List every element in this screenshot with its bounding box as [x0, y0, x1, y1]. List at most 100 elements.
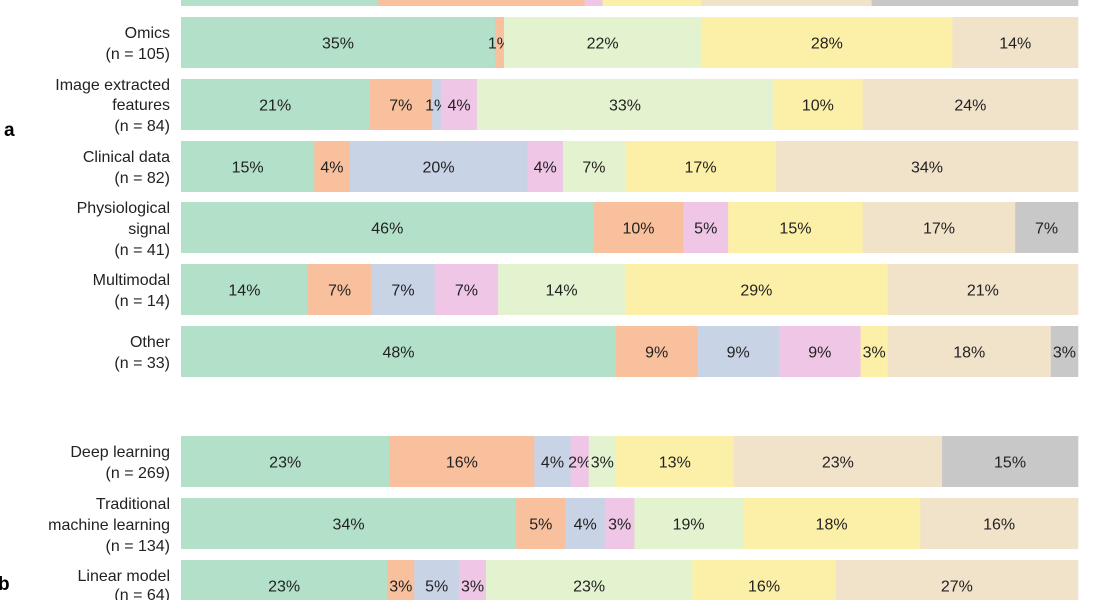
- data-label: 46%: [371, 221, 403, 238]
- data-label: 5%: [529, 517, 552, 534]
- data-label: 23%: [268, 579, 300, 596]
- bar-segment: [835, 560, 1079, 600]
- data-label: 48%: [382, 345, 414, 362]
- bar-row: Omics(n = 105)35% 1% 22% 28% 14%: [106, 17, 1079, 68]
- category-label: Traditional: [96, 496, 170, 513]
- category-label: Multimodal: [93, 272, 170, 289]
- bar-segment: [414, 560, 460, 600]
- bar-segment: [516, 498, 566, 549]
- bar-segment: [349, 141, 528, 192]
- data-label: 21%: [967, 283, 999, 300]
- bar-segment: [887, 264, 1079, 315]
- data-label: 10%: [622, 221, 654, 238]
- data-label: 34%: [333, 517, 365, 534]
- bar-row: Deep learning (n = 269) 23% 16% 4% 2% 3% 13% 23%…: [70, 436, 1079, 487]
- bar-segment: [459, 560, 487, 600]
- data-label: 4%: [574, 517, 597, 534]
- bar-segment: [485, 560, 693, 600]
- data-label: 23%: [822, 455, 854, 472]
- data-label: 2%: [568, 455, 591, 472]
- data-label: 3%: [863, 345, 886, 362]
- bar-segment: [634, 498, 744, 549]
- bar-segment: [625, 141, 777, 192]
- bar-segment: [378, 0, 585, 6]
- data-label: 19%: [673, 517, 705, 534]
- bar-segment: [701, 17, 953, 68]
- data-label: 7%: [328, 283, 351, 300]
- bar-segment: [733, 436, 943, 487]
- bar-segment: [503, 17, 702, 68]
- bar-segment: [565, 498, 606, 549]
- bar-segment: [1050, 326, 1079, 377]
- data-label: 13%: [659, 455, 691, 472]
- bar-segment: [588, 436, 617, 487]
- data-label: 18%: [953, 345, 985, 362]
- bar-segment: [779, 326, 861, 377]
- data-label: 35%: [322, 36, 354, 53]
- category-label: (n = 105): [106, 46, 170, 63]
- data-label: 7%: [582, 160, 605, 177]
- bar-segment: [181, 79, 370, 130]
- data-label: 24%: [954, 98, 986, 115]
- data-label: 16%: [446, 455, 478, 472]
- bar-segment: [494, 17, 505, 68]
- bar-segment: [692, 560, 837, 600]
- bar-segment: [307, 264, 372, 315]
- data-label: 20%: [423, 160, 455, 177]
- bar-segment: [683, 202, 729, 253]
- data-label: 23%: [573, 579, 605, 596]
- data-label: 33%: [609, 98, 641, 115]
- bar-segment: [314, 141, 351, 192]
- bar-row: Linear model (n = 64) 23% 3% 5% 3% 23% 16% 27%: [78, 560, 1079, 600]
- data-label: 3%: [591, 455, 614, 472]
- bar-segment: [527, 141, 564, 192]
- data-label: 9%: [727, 345, 750, 362]
- bar-row: Physiological signal (n = 41) 46% 10% 5% 15% 17…: [77, 200, 1079, 259]
- bar-segment: [371, 264, 435, 315]
- bar-segment: [697, 326, 780, 377]
- data-label: 9%: [808, 345, 831, 362]
- bar-segment: [181, 17, 496, 68]
- data-label: 7%: [389, 98, 412, 115]
- bar-segment: [181, 326, 617, 377]
- category-label: Other: [130, 334, 171, 351]
- bar-segment: [862, 79, 1079, 130]
- panel-letter: b: [0, 574, 10, 595]
- category-label: Linear model: [78, 568, 171, 585]
- bar-segment: [534, 436, 571, 487]
- data-label: 10%: [802, 98, 834, 115]
- category-label: (n = 84): [114, 118, 170, 135]
- bar-row: Multimodal (n = 14) 14% 7% 7% 7% 14% 29% 21%: [93, 264, 1079, 315]
- data-label: 22%: [587, 36, 619, 53]
- data-label: 4%: [541, 455, 564, 472]
- bar-segment: [773, 79, 864, 130]
- bar-row: Clinical data (n = 82) 15% 4% 20% 4% 7% 17% 34%: [83, 141, 1079, 192]
- data-label: 16%: [748, 579, 780, 596]
- bar-segment: [862, 202, 1016, 253]
- category-label: Omics: [125, 25, 170, 42]
- data-label: 14%: [546, 283, 578, 300]
- data-label: 3%: [389, 579, 412, 596]
- bar-segment: [570, 436, 590, 487]
- bar-segment: [728, 202, 864, 253]
- data-label: 15%: [779, 221, 811, 238]
- bar-segment: [920, 498, 1079, 549]
- data-label: 14%: [228, 283, 260, 300]
- bar-segment: [604, 498, 635, 549]
- category-label: (n = 269): [106, 465, 170, 482]
- bar-segment: [181, 560, 388, 600]
- bar-segment: [615, 436, 734, 487]
- bar-segment: [389, 436, 535, 487]
- bar-segment: [477, 79, 774, 130]
- category-label: (n = 82): [114, 170, 170, 187]
- bar-segment: [181, 202, 594, 253]
- data-label: 28%: [811, 36, 843, 53]
- data-label: 5%: [425, 579, 448, 596]
- bar-segment: [871, 0, 1079, 6]
- bar-segment: [887, 326, 1052, 377]
- data-label: 27%: [941, 579, 973, 596]
- data-label: 4%: [534, 160, 557, 177]
- data-label: 34%: [911, 160, 943, 177]
